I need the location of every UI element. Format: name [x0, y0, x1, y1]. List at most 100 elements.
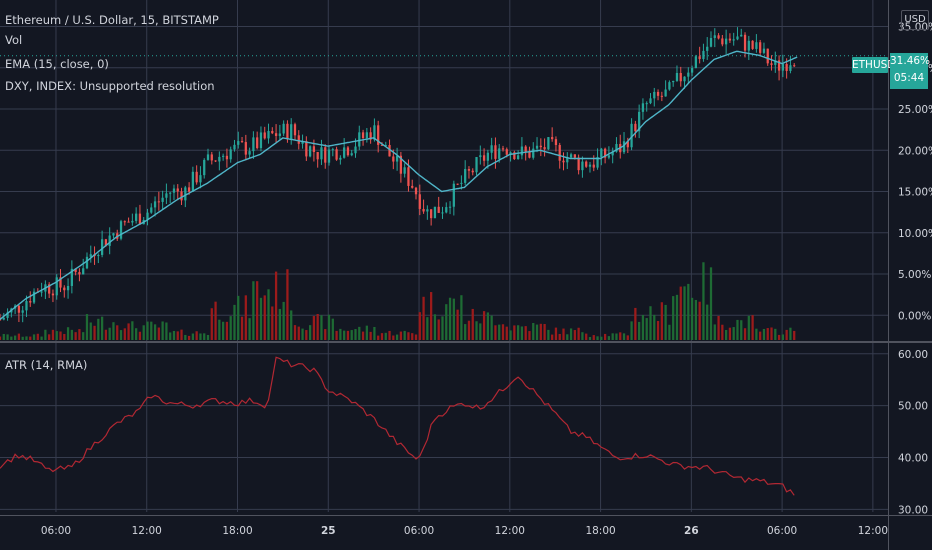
candle-down [210, 154, 213, 161]
candle-up [747, 40, 750, 51]
volume-bar [297, 326, 300, 340]
volume-bar [781, 334, 784, 340]
candle-down [407, 167, 410, 186]
volume-bar [361, 331, 365, 340]
volume-bar [195, 331, 198, 340]
legend-dxy[interactable]: DXY, INDEX: Unsupported resolution [5, 79, 215, 93]
candle-down [335, 149, 338, 160]
volume-bar [2, 333, 5, 340]
y-tick-label: 10.00% [898, 228, 932, 240]
volume-bar [350, 330, 353, 340]
candle-up [373, 125, 376, 140]
volume-bar [335, 330, 338, 340]
volume-bar [592, 335, 595, 340]
volume-bar [721, 324, 724, 340]
candle-up [350, 153, 353, 156]
volume-bar [127, 323, 130, 340]
candle-down [656, 91, 660, 96]
candle-up [32, 291, 36, 303]
volume-bar [369, 331, 372, 340]
y-tick-label: 35.00% [898, 22, 932, 34]
volume-bar [532, 322, 535, 340]
volume-bar [89, 322, 92, 340]
candle-down [78, 272, 81, 275]
volume-bar [392, 335, 395, 340]
volume-bar [116, 325, 119, 340]
volume-bar [93, 325, 96, 340]
candle-up [664, 89, 667, 97]
candle-up [172, 188, 176, 193]
volume-bar [6, 334, 9, 340]
candle-down [539, 145, 542, 148]
volume-bar [641, 314, 645, 340]
candle-up [732, 39, 735, 41]
candle-down [48, 284, 51, 294]
volume-bar [301, 328, 304, 340]
candle-down [766, 48, 769, 64]
volume-bar [433, 314, 437, 340]
volume-bar [29, 336, 32, 340]
x-tick-label: 18:00 [585, 525, 615, 537]
volume-bar [448, 297, 452, 340]
volume-bar [766, 328, 769, 340]
candle-down [626, 141, 629, 148]
volume-bar [210, 308, 213, 340]
legend-symbol[interactable]: Ethereum / U.S. Dollar, 15, BITSTAMP [5, 13, 219, 27]
volume-bar [569, 328, 573, 340]
volume-bar [191, 333, 195, 340]
volume-bar [256, 281, 259, 340]
candle-up [301, 141, 304, 144]
countdown-timer: 05:44 [893, 72, 925, 84]
candle-down [138, 213, 142, 225]
volume-bar [286, 269, 289, 340]
candle-down [305, 141, 308, 157]
candle-up [532, 148, 535, 158]
candle-up [112, 233, 115, 236]
legend-ema[interactable]: EMA (15, close, 0) [5, 57, 109, 71]
candle-up [108, 235, 111, 246]
legend-atr[interactable]: ATR (14, RMA) [5, 358, 88, 372]
candle-down [562, 160, 565, 163]
x-tick-label: 06:00 [404, 525, 434, 537]
candle-up [600, 148, 603, 158]
candle-down [743, 34, 747, 51]
candle-up [498, 148, 501, 159]
candle-up [206, 154, 210, 160]
volume-bar [460, 295, 463, 340]
volume-bar [498, 324, 501, 340]
volume-bar [706, 304, 709, 340]
volume-bar [274, 271, 278, 340]
volume-bar [622, 333, 626, 340]
candle-up [55, 277, 58, 296]
volume-bar [759, 331, 762, 340]
volume-bar [119, 330, 123, 340]
volume-bar [672, 296, 675, 340]
currency-button[interactable]: USD [901, 10, 929, 30]
candle-down [392, 156, 395, 162]
ema-line [0, 50, 798, 320]
volume-bar [698, 301, 701, 340]
candle-up [520, 146, 524, 156]
legend-volume[interactable]: Vol [5, 33, 23, 47]
candle-up [638, 111, 641, 132]
candle-down [543, 147, 546, 150]
volume-bar [218, 319, 221, 340]
volume-bar [664, 304, 667, 340]
volume-bar [305, 330, 308, 340]
candle-up [475, 157, 478, 173]
volume-bar [649, 306, 652, 340]
volume-bar [32, 334, 36, 340]
candle-down [59, 277, 62, 288]
candle-up [615, 143, 618, 152]
candle-up [607, 155, 611, 158]
volume-bar [388, 330, 391, 340]
candle-up [384, 144, 387, 146]
volume-bar [645, 318, 648, 340]
candle-up [641, 103, 645, 112]
volume-bar [237, 295, 240, 340]
volume-bar [747, 315, 750, 340]
candle-up [403, 167, 406, 174]
candle-up [267, 131, 270, 139]
volume-bar [755, 328, 758, 340]
